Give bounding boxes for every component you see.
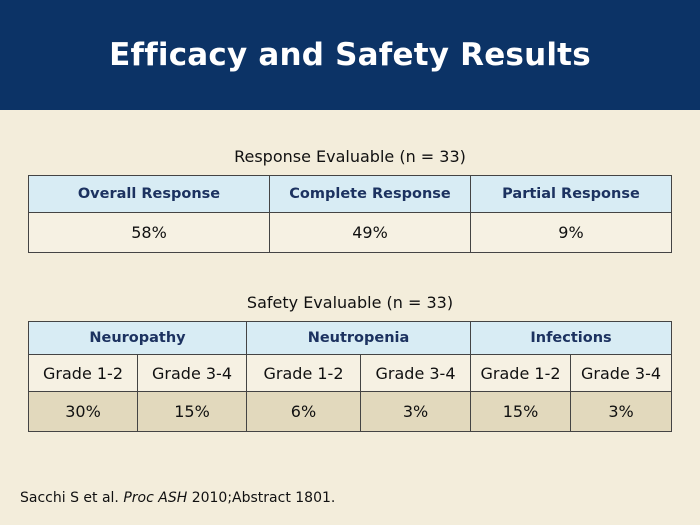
- response-table: Overall Response Complete Response Parti…: [28, 175, 672, 253]
- grade-label: Grade 1-2: [246, 354, 361, 392]
- safety-group-neuropathy: Neuropathy: [28, 321, 247, 355]
- safety-value: 3%: [570, 391, 673, 432]
- grade-label: Grade 3-4: [359, 354, 472, 392]
- footnote: Sacchi S et al. Proc ASH 2010;Abstract 1…: [20, 490, 335, 506]
- safety-value: 15%: [137, 391, 247, 432]
- grade-label: Grade 1-2: [28, 354, 138, 392]
- safety-caption: Safety Evaluable (n = 33): [246, 293, 454, 312]
- safety-value: 30%: [28, 391, 138, 432]
- footnote-authors: Sacchi S et al.: [20, 490, 119, 506]
- slide-title: Efficacy and Safety Results: [109, 37, 591, 73]
- grade-label: Grade 3-4: [570, 354, 673, 392]
- footnote-journal: Proc ASH: [123, 490, 188, 506]
- response-value-complete: 49%: [269, 212, 471, 253]
- grade-label: Grade 3-4: [137, 354, 247, 392]
- response-value-partial: 9%: [470, 212, 672, 253]
- safety-value: 3%: [359, 391, 472, 432]
- response-header-partial: Partial Response: [470, 175, 672, 213]
- grade-label: Grade 1-2: [470, 354, 572, 392]
- safety-group-infections: Infections: [470, 321, 673, 355]
- response-caption: Response Evaluable (n = 33): [234, 147, 466, 166]
- response-header-overall: Overall Response: [28, 175, 270, 213]
- safety-group-neutropenia: Neutropenia: [245, 321, 472, 355]
- footnote-citation: 2010;Abstract 1801.: [191, 490, 336, 506]
- safety-value: 6%: [246, 391, 361, 432]
- safety-value: 15%: [470, 391, 572, 432]
- response-header-complete: Complete Response: [269, 175, 471, 213]
- response-value-overall: 58%: [28, 212, 270, 253]
- safety-table: Neuropathy Neutropenia Infections Grade …: [28, 321, 673, 432]
- title-bar: Efficacy and Safety Results: [0, 0, 700, 110]
